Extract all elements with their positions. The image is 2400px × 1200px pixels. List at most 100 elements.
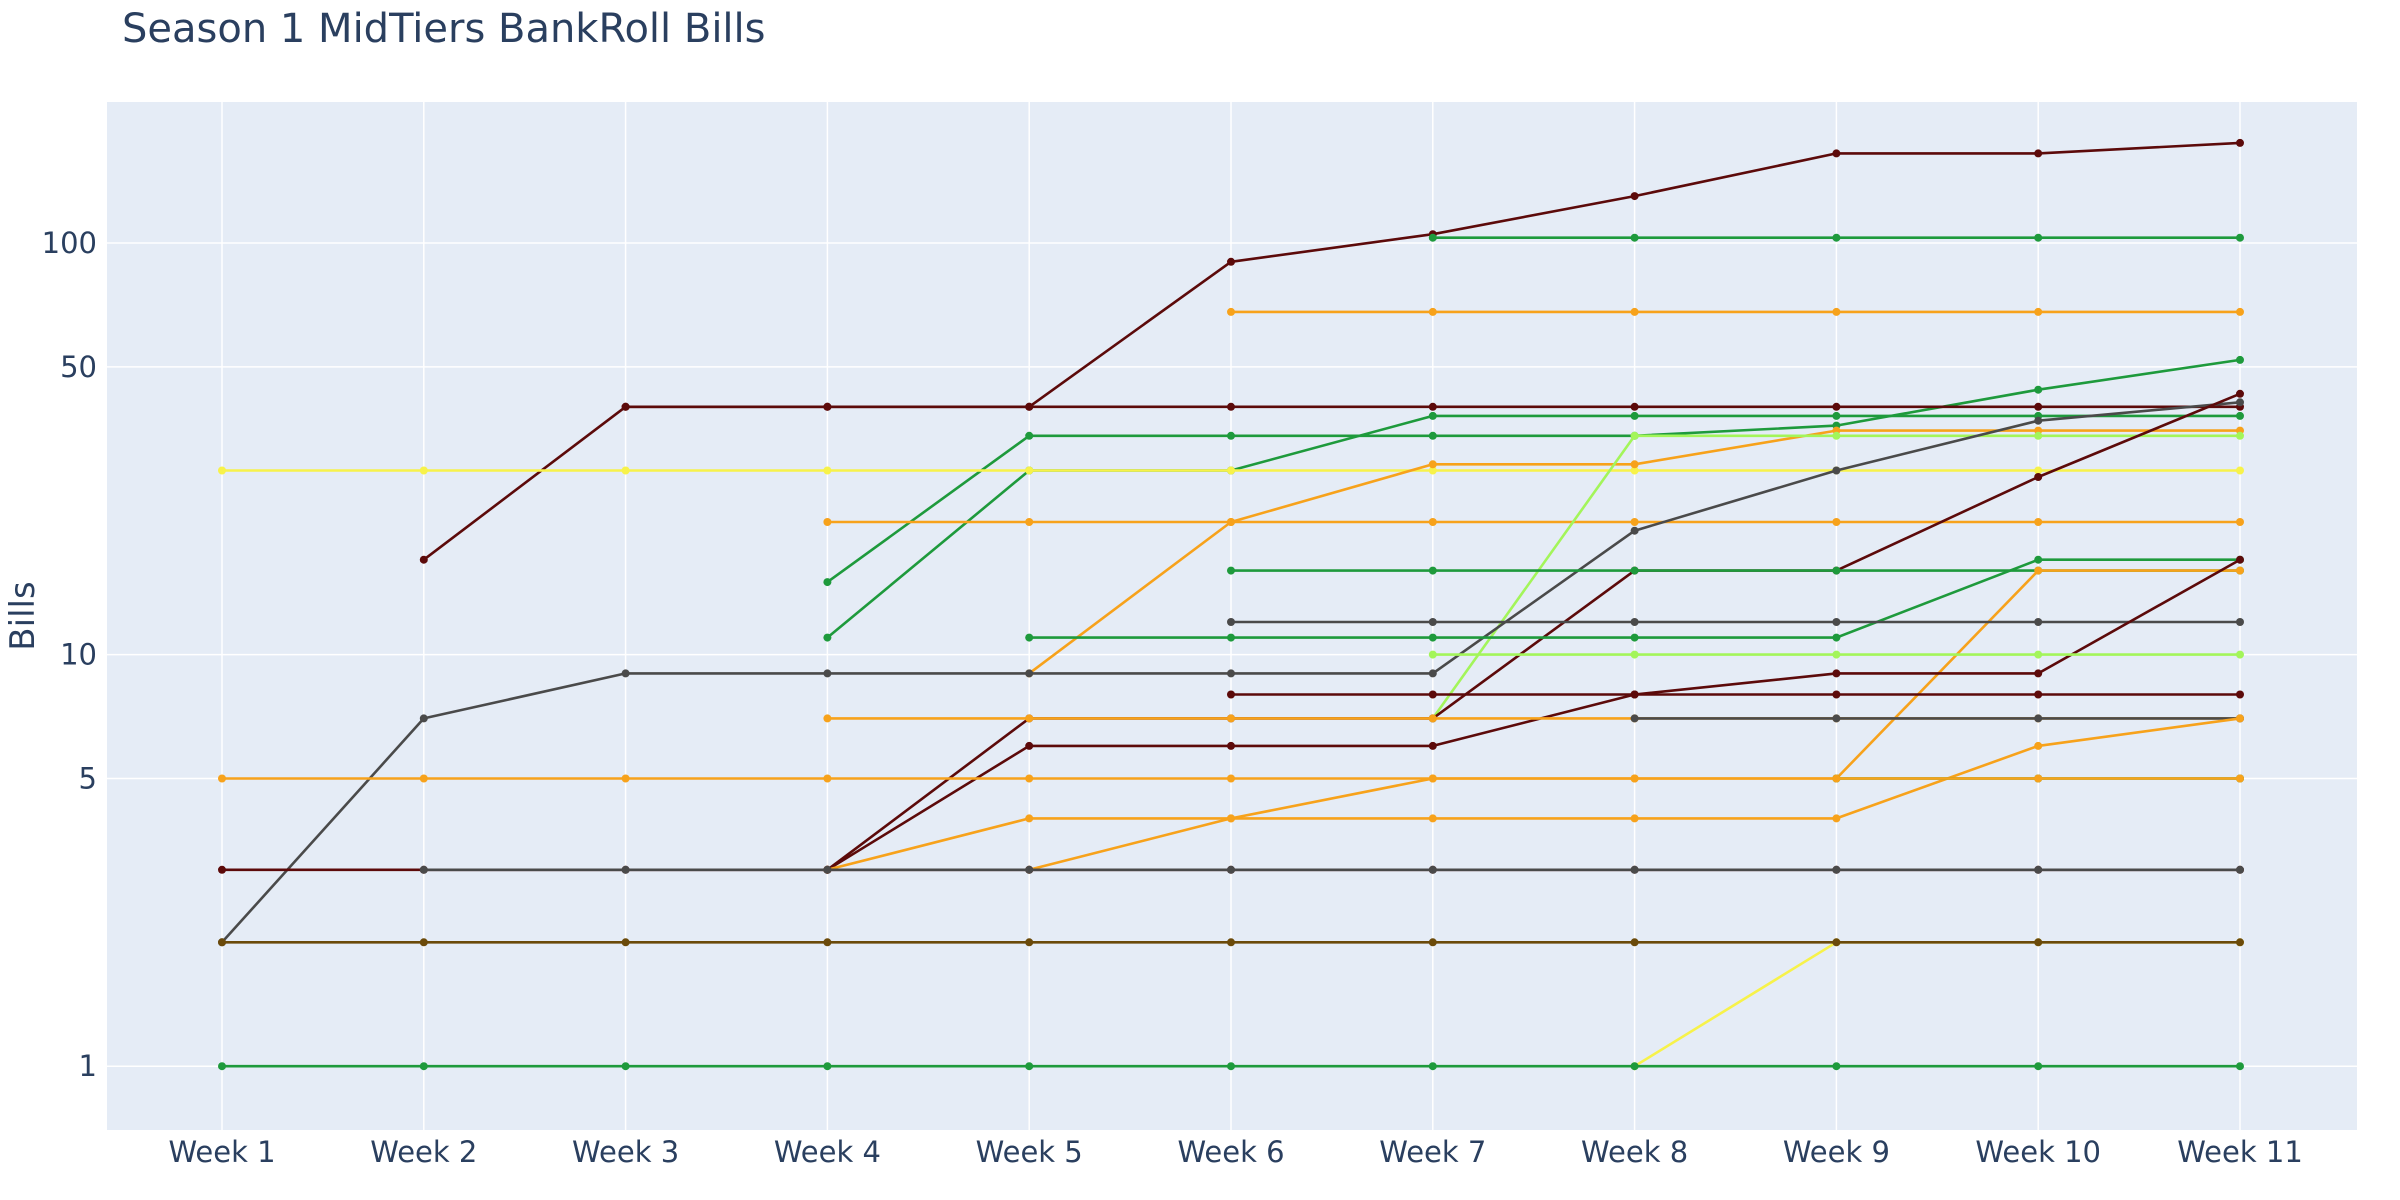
data-point [2034,714,2043,723]
data-point [2034,431,2043,440]
data-point [2034,402,2043,411]
data-point [1832,814,1841,823]
data-point [1428,233,1437,242]
data-point [1227,307,1235,316]
data-point [1630,192,1639,201]
data-point [823,714,832,723]
data-point [419,1062,428,1071]
data-point [1428,566,1437,575]
data-point [1428,865,1437,874]
data-point [419,714,428,723]
data-point [1428,411,1437,420]
series-layer [218,138,2244,1071]
data-point [2034,518,2043,526]
data-point [1832,774,1841,783]
data-point [1630,690,1639,699]
x-tick-labels: Week 1 Week 2 Week 3 Week 4 Week 5 Week 6 Week… [168,1135,2302,1169]
data-point [1630,1062,1639,1071]
data-point [823,865,832,874]
data-point [2034,669,2043,678]
data-point [823,938,832,947]
series-2 [1428,233,2244,242]
y-tick-label: 100 [42,226,97,260]
data-point [1227,669,1235,678]
data-point [1227,518,1235,526]
data-point [2236,865,2244,874]
data-point [1025,466,1034,475]
series-line [826,358,2241,584]
data-point [1630,307,1639,316]
data-point [2236,618,2244,626]
data-point [1227,714,1235,723]
x-gridlines [221,102,2241,1130]
data-point [1832,411,1841,420]
data-point [1227,690,1235,699]
series-line [826,558,2241,871]
data-point [1832,633,1841,642]
data-point [1630,650,1639,659]
data-point [419,466,428,475]
data-point [823,1062,832,1071]
data-point [823,402,832,411]
data-point [1025,741,1034,750]
data-point [2034,555,2043,564]
series-30 [218,1062,2244,1071]
data-point [1227,431,1235,440]
y-tick-label: 10 [60,638,97,672]
data-point [1428,814,1437,823]
data-point [1630,774,1639,783]
data-point [823,774,832,783]
data-point [2236,518,2244,526]
data-point [1832,714,1841,723]
series-29 [218,938,2244,947]
data-point [823,633,832,642]
data-point [1630,526,1639,535]
data-point [218,774,226,783]
data-point [1630,814,1639,823]
data-point [1025,865,1034,874]
data-point [419,865,428,874]
data-point [1832,690,1841,699]
data-point [823,669,832,678]
data-point [1227,566,1235,575]
data-point [2034,690,2043,699]
data-point [621,669,630,678]
data-point [1227,1062,1235,1071]
data-point [1227,814,1235,823]
data-point [1025,669,1034,678]
data-point [1227,402,1235,411]
plot-area [107,102,2357,1130]
series-3 [1227,307,2244,316]
data-point [1428,466,1437,475]
data-point [1630,714,1639,723]
data-point [218,1062,226,1071]
x-tick-label: Week 7 [1379,1135,1486,1169]
series-line [423,405,2240,561]
data-point [2236,138,2244,147]
x-tick-label: Week 5 [976,1135,1083,1169]
data-point [1227,633,1235,642]
data-point [1630,566,1639,575]
series-line [827,717,2241,872]
data-point [2236,938,2244,947]
series-27 [419,865,2244,874]
data-point [1630,402,1639,411]
data-point [2034,938,2043,947]
data-point [419,938,428,947]
data-point [1227,257,1235,266]
data-point [1428,431,1437,440]
series-7 [218,466,2244,475]
data-point [218,938,226,947]
data-point [1832,669,1841,678]
series-11 [218,398,2244,947]
data-point [218,865,226,874]
data-point [2034,865,2043,874]
x-tick-label: Week 9 [1783,1135,1890,1169]
data-point [2236,307,2244,316]
data-point [1428,460,1437,469]
data-point [2236,555,2244,564]
data-point [2236,389,2244,398]
data-point [2034,473,2043,481]
data-point [823,578,832,587]
